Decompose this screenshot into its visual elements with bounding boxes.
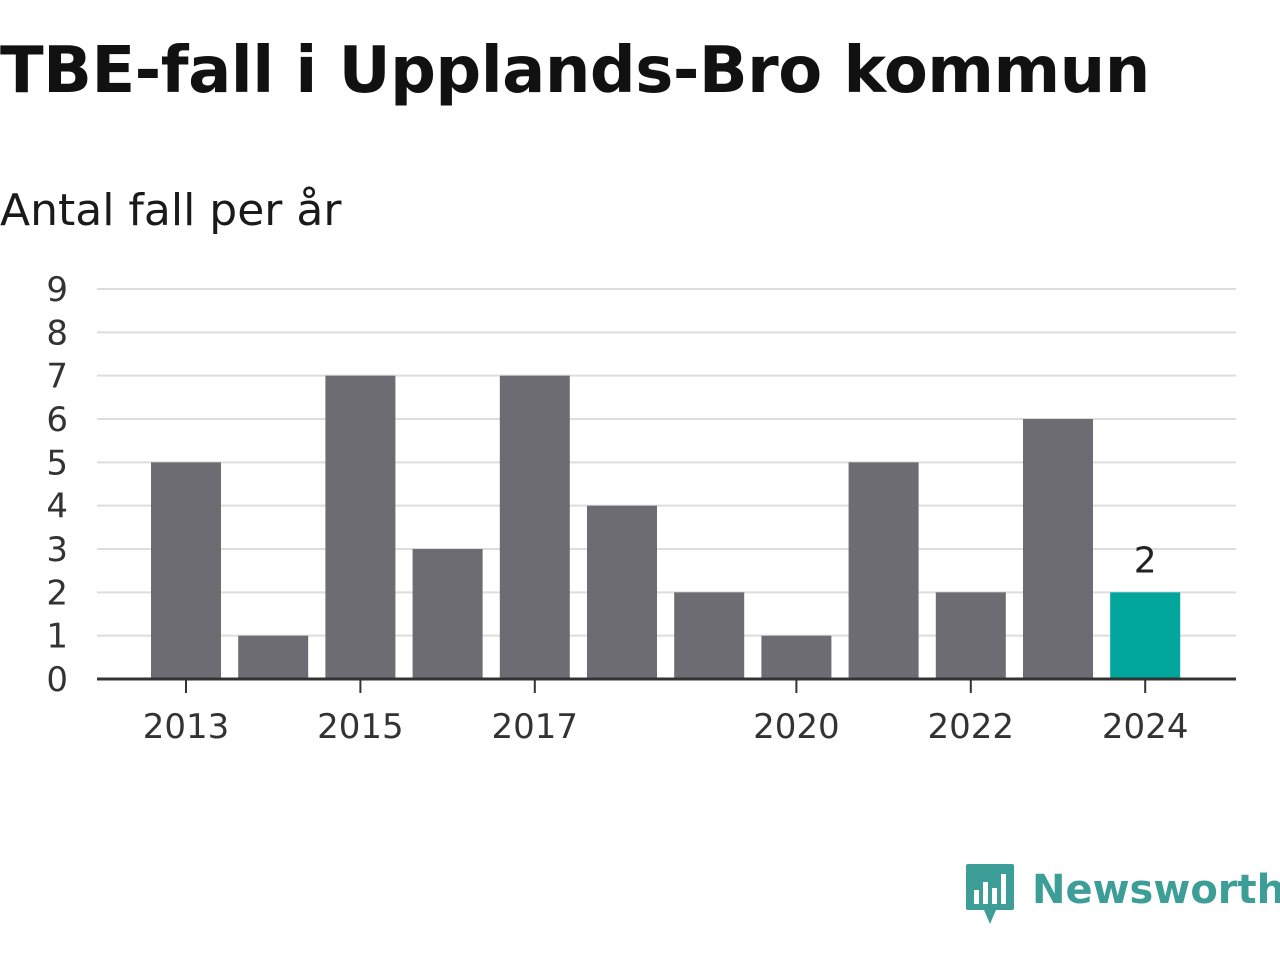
x-axis [97, 677, 1236, 693]
bar-2022 [935, 592, 1006, 679]
bar-2024 [1110, 592, 1181, 679]
bar-2013 [151, 462, 221, 679]
bar-2015 [325, 375, 396, 679]
chart-subtitle: Antal fall per år [0, 185, 342, 236]
bar-2021 [848, 462, 919, 679]
x-axis-labels: 2013 2015 2017 2020 2022 2024 [143, 707, 1189, 747]
data-label-2024: 2 [1134, 540, 1157, 581]
bar-2016 [412, 549, 483, 679]
y-tick-label-8: 8 [46, 313, 68, 353]
y-tick-label-7: 7 [46, 357, 68, 397]
y-tick-label-1: 1 [46, 617, 68, 657]
x-tick-label-2022: 2022 [928, 707, 1015, 747]
bar-2019 [674, 592, 745, 679]
bar-2020 [761, 635, 832, 679]
x-tick-label-2020: 2020 [753, 707, 840, 747]
bar-2023 [1023, 419, 1093, 679]
data-labels: 2 [1134, 540, 1157, 581]
y-tick-label-3: 3 [46, 530, 68, 570]
chart-title: TBE-fall i Upplands-Bro kommun [0, 34, 1150, 108]
brand-name: Newsworthy [1032, 867, 1280, 913]
brand-logo: Newsworthy [964, 862, 1280, 928]
y-tick-label-4: 4 [46, 487, 68, 527]
bar-2014 [238, 635, 309, 679]
x-tick-label-2015: 2015 [317, 707, 404, 747]
x-tick-label-2013: 2013 [143, 707, 230, 747]
newsworthy-icon [966, 864, 1014, 924]
y-tick-label-0: 0 [46, 660, 68, 700]
y-tick-label-6: 6 [46, 400, 68, 440]
bar-2017 [499, 375, 570, 679]
x-tick-label-2024: 2024 [1102, 707, 1189, 747]
bars [151, 375, 1181, 679]
bar-2018 [587, 505, 657, 679]
y-tick-label-2: 2 [46, 573, 68, 613]
x-tick-label-2017: 2017 [492, 707, 579, 747]
y-tick-label-5: 5 [46, 443, 68, 483]
y-tick-label-9: 9 [46, 270, 68, 310]
